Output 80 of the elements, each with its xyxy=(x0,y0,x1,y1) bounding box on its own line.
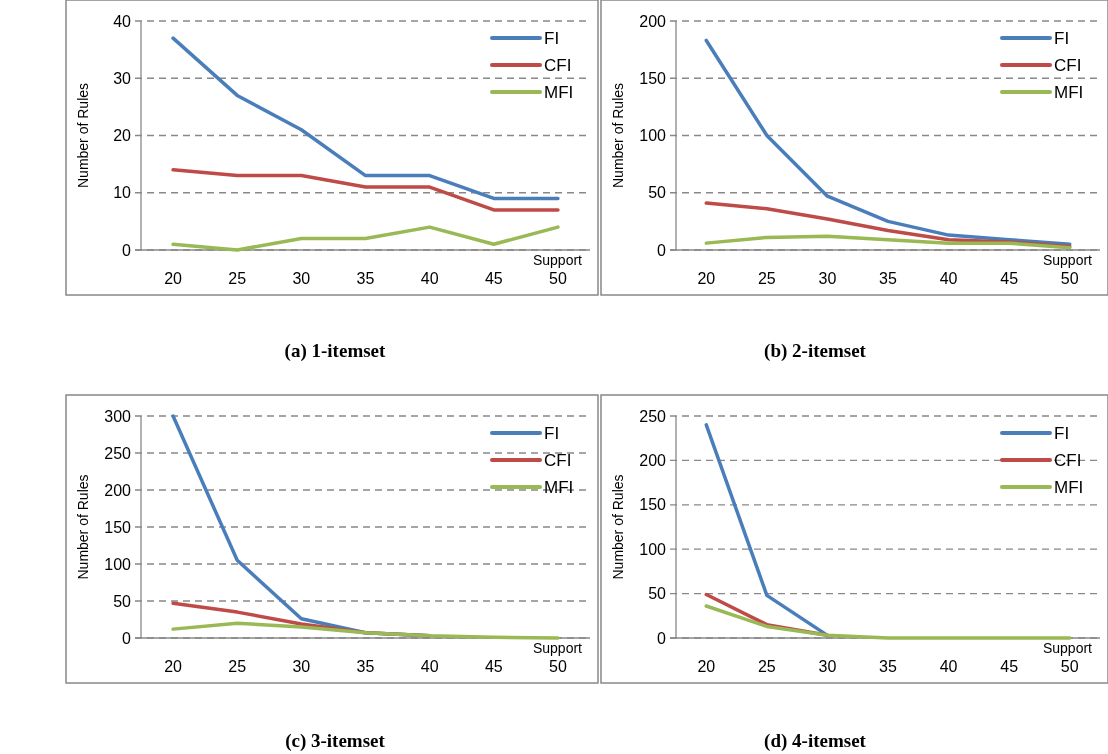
legend-label: MFI xyxy=(1054,82,1084,102)
y-tick-label: 100 xyxy=(639,540,667,558)
y-tick-label: 40 xyxy=(113,12,132,30)
x-tick-label: 45 xyxy=(484,270,503,287)
x-tick-label: 35 xyxy=(356,270,375,287)
y-axis-title: Number of Rules xyxy=(610,474,626,580)
x-tick-label: 30 xyxy=(292,658,311,675)
x-tick-label: 20 xyxy=(164,658,183,675)
text: (b) 2-itemset xyxy=(764,340,867,362)
x-axis-title: Support xyxy=(1042,640,1093,656)
x-tick-label: 25 xyxy=(228,270,247,287)
x-tick-label: 45 xyxy=(484,658,503,675)
y-tick-label: 150 xyxy=(104,518,132,536)
y-tick-label: 100 xyxy=(104,555,132,573)
x-axis-title: Support xyxy=(532,640,583,656)
x-tick-label: 45 xyxy=(1000,270,1019,287)
y-axis-title: Number of Rules xyxy=(75,474,91,580)
x-tick-label: 25 xyxy=(757,658,776,675)
x-tick-label: 20 xyxy=(697,270,716,287)
y-tick-label: 50 xyxy=(648,585,667,603)
x-tick-label: 25 xyxy=(228,658,247,675)
y-tick-label: 150 xyxy=(639,69,667,87)
y-tick-label: 0 xyxy=(657,241,667,259)
y-tick-label: 250 xyxy=(639,407,667,425)
x-tick-label: 40 xyxy=(939,270,958,287)
y-tick-label: 20 xyxy=(113,127,132,145)
y-tick-label: 30 xyxy=(113,69,132,87)
line-series xyxy=(171,621,560,640)
line-series xyxy=(704,604,1072,640)
y-tick-label: 200 xyxy=(104,481,132,499)
y-tick-label: 0 xyxy=(122,629,132,647)
legend-label: MFI xyxy=(544,477,574,497)
x-tick-label: 30 xyxy=(292,270,311,287)
x-tick-label: 40 xyxy=(420,658,439,675)
x-tick-label: 25 xyxy=(757,270,776,287)
y-tick-label: 0 xyxy=(657,629,667,647)
y-tick-label: 10 xyxy=(113,184,132,202)
x-tick-label: 50 xyxy=(549,658,567,675)
legend-label: CFI xyxy=(1054,55,1082,75)
y-tick-label: 250 xyxy=(104,444,132,462)
y-axis-title: Number of Rules xyxy=(75,82,91,189)
legend-label: FI xyxy=(1054,28,1070,48)
y-tick-label: 50 xyxy=(648,184,667,202)
text: (c) 3-itemset xyxy=(285,730,386,752)
y-axis-title: Number of Rules xyxy=(610,82,626,189)
legend-label: MFI xyxy=(544,82,574,102)
y-tick-label: 0 xyxy=(122,241,132,259)
text: (a) 1-itemset xyxy=(284,340,387,362)
x-axis-title: Support xyxy=(1042,252,1093,268)
legend-label: CFI xyxy=(1054,450,1082,470)
y-tick-label: 100 xyxy=(639,127,667,145)
line-series xyxy=(704,234,1072,250)
legend-label: FI xyxy=(1054,423,1070,443)
legend-label: FI xyxy=(544,423,560,443)
x-tick-label: 30 xyxy=(818,270,837,287)
legend-label: MFI xyxy=(1054,477,1084,497)
text: (d) 4-itemset xyxy=(764,730,867,752)
x-tick-label: 50 xyxy=(549,270,567,287)
legend-label: CFI xyxy=(544,450,572,470)
y-tick-label: 300 xyxy=(104,407,132,425)
x-tick-label: 35 xyxy=(879,658,897,675)
x-tick-label: 50 xyxy=(1060,658,1079,675)
x-tick-label: 40 xyxy=(420,270,439,287)
x-tick-label: 45 xyxy=(1000,658,1019,675)
x-tick-label: 50 xyxy=(1060,270,1079,287)
line-series xyxy=(171,168,560,212)
y-tick-label: 150 xyxy=(639,496,667,514)
x-tick-label: 35 xyxy=(356,658,375,675)
x-tick-label: 40 xyxy=(939,658,958,675)
y-tick-label: 200 xyxy=(639,452,667,469)
x-axis-title: Support xyxy=(532,252,583,268)
y-tick-label: 200 xyxy=(639,12,667,30)
x-tick-label: 30 xyxy=(818,658,837,675)
legend-label: CFI xyxy=(544,55,572,75)
x-tick-label: 20 xyxy=(697,658,716,675)
x-tick-label: 20 xyxy=(164,270,183,287)
y-tick-label: 50 xyxy=(113,592,132,610)
legend-label: FI xyxy=(544,28,560,48)
line-series xyxy=(171,225,560,252)
x-tick-label: 35 xyxy=(879,270,897,287)
